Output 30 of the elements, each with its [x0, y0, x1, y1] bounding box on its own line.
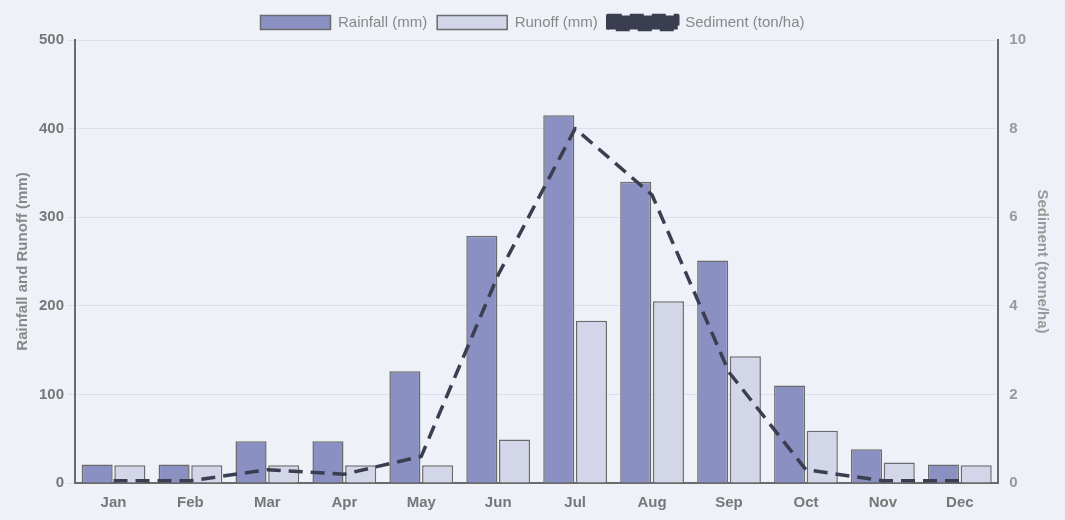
x-tick-label: Mar [254, 493, 281, 511]
y-tick-label: 0 [55, 473, 65, 491]
x-tick-label: Jan [100, 493, 127, 511]
y2-tick-label: 4 [1009, 295, 1019, 313]
x-tick-label: Dec [946, 493, 974, 511]
y-tick-label: 500 [39, 30, 65, 48]
y2-axis-title: Sediment (tonne/ha) [1034, 189, 1052, 334]
y2-tick-label: 0 [1009, 473, 1018, 491]
x-tick-label: Oct [793, 493, 819, 511]
legend-label: Runoff (mm) [514, 12, 598, 30]
y2-tick-label: 10 [1009, 30, 1026, 48]
x-tick-label: Apr [331, 493, 358, 511]
x-tick-label: Feb [177, 493, 204, 511]
x-tick-label: Nov [868, 493, 898, 511]
y-tick-label: 400 [39, 118, 65, 136]
x-tick-label: Jun [484, 493, 512, 511]
y-tick-label: 100 [39, 384, 65, 402]
x-tick-label: May [406, 493, 437, 511]
y-tick-label: 300 [39, 207, 65, 225]
y2-tick-label: 8 [1009, 118, 1018, 136]
x-tick-label: Jul [564, 493, 586, 511]
y2-tick-label: 2 [1009, 384, 1018, 402]
x-tick-label: Aug [637, 493, 667, 511]
x-tick-label: Sep [715, 493, 743, 511]
y2-tick-label: 6 [1009, 207, 1018, 225]
legend-label: Sediment (ton/ha) [685, 12, 805, 30]
y-tick-label: 200 [39, 295, 65, 313]
y-axis-title: Rainfall and Runoff (mm) [13, 172, 31, 351]
legend-label: Rainfall (mm) [338, 12, 428, 30]
line-series [111, 126, 962, 483]
